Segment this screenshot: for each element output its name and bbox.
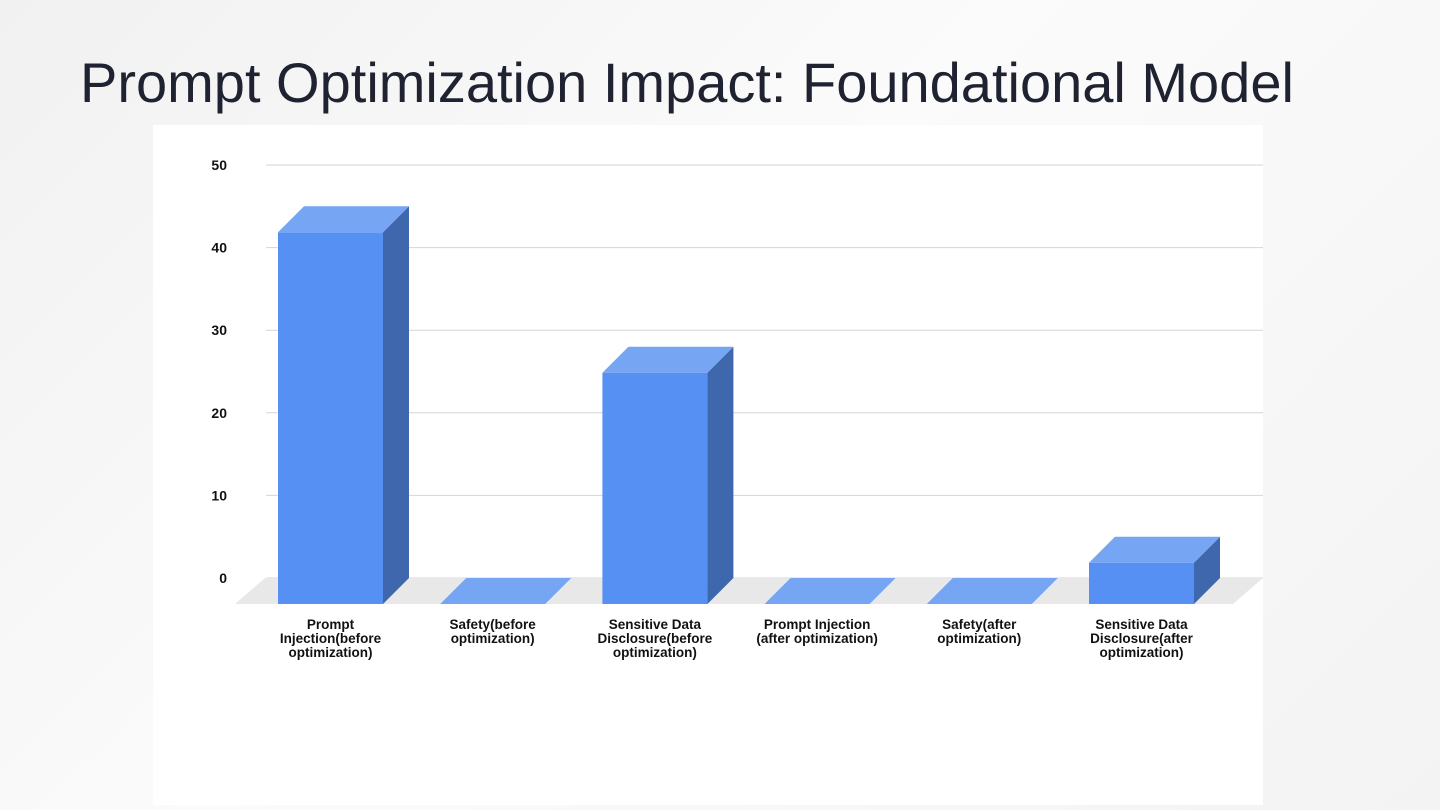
x-tick-label-line: Sensitive Data [1095,617,1188,632]
bar-top [440,578,572,604]
x-tick-label-line: Sensitive Data [609,617,702,632]
y-tick-label: 20 [211,405,227,421]
bar-top [602,346,734,373]
x-tick-label: Sensitive Data Disclosure(before optimizat… [598,617,713,660]
bar-3 [764,578,896,604]
x-tick-label-line: Injection(before [280,631,382,646]
bar-side [1194,536,1220,604]
bar-top [1089,536,1220,563]
bar-1 [440,578,572,604]
x-tick-label-line: Disclosure(after [1090,631,1194,646]
x-tick-label-line: optimization) [289,645,373,660]
slide-title: Prompt Optimization Impact: Foundational… [80,51,1294,114]
bar-front [278,232,383,605]
chart-panel: 0 10 20 30 40 50 Prompt Injection(before optimi… [153,125,1263,805]
x-tick-label-line: optimization) [451,631,535,646]
bars [278,206,1220,605]
bar-4 [926,578,1058,604]
x-tick-label-line: Disclosure(before [598,631,713,646]
y-tick-label: 10 [211,487,227,503]
bar-side [383,206,409,605]
x-tick-label-line: Safety(before [450,617,537,632]
bar-5 [1089,536,1220,604]
x-tick-label: Sensitive Data Disclosure(after optimizati… [1090,617,1194,660]
bar-front [602,372,708,604]
x-tick-label-line: Safety(after [942,617,1017,632]
x-tick-label: Prompt Injection (after optimization) [756,617,878,646]
x-tick-label: Prompt Injection(before optimization) [280,617,382,660]
y-axis-ticks: 0 10 20 30 40 50 [211,157,227,586]
bar-top [278,206,409,233]
x-tick-label-line: optimization) [937,631,1021,646]
y-tick-label: 0 [219,570,227,586]
y-tick-label: 30 [211,322,227,338]
x-tick-label-line: optimization) [1100,645,1184,660]
x-tick-label-line: (after optimization) [756,631,878,646]
bar-top [764,578,896,604]
gridlines [266,164,1263,579]
y-tick-label: 40 [211,240,227,256]
x-axis-labels: Prompt Injection(before optimization)Safet… [280,617,1194,660]
y-tick-label: 50 [211,157,227,173]
bar-side [707,346,734,604]
x-tick-label: Safety(after optimization) [937,617,1021,646]
bar-front [1089,562,1194,604]
x-tick-label-line: Prompt Injection [764,617,871,632]
x-tick-label-line: optimization) [613,645,697,660]
x-tick-label-line: Prompt [307,617,355,632]
bar-top [926,578,1058,604]
bar-2 [602,346,734,604]
x-tick-label: Safety(before optimization) [450,617,537,646]
bar-0 [278,206,409,605]
